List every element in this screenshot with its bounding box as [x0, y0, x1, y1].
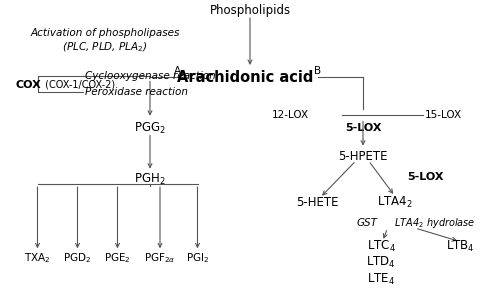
Text: LTA4$_2$: LTA4$_2$ [377, 195, 413, 210]
Text: 5-HETE: 5-HETE [296, 196, 339, 209]
Text: LTC$_4$: LTC$_4$ [366, 239, 396, 254]
Text: PGD$_2$: PGD$_2$ [64, 251, 92, 265]
Text: PGH$_2$: PGH$_2$ [134, 172, 166, 187]
Text: LTB$_4$: LTB$_4$ [446, 239, 474, 254]
Text: Peroxidase reaction: Peroxidase reaction [85, 87, 188, 98]
Text: (COX-1/COX-2): (COX-1/COX-2) [42, 79, 116, 90]
Text: GST: GST [357, 218, 378, 228]
Text: COX: COX [15, 79, 41, 90]
Text: PGE$_2$: PGE$_2$ [104, 251, 131, 265]
Text: B: B [314, 66, 321, 76]
Text: Cyclooxygenase reaction: Cyclooxygenase reaction [85, 71, 216, 81]
Text: Phospholipids: Phospholipids [210, 4, 290, 17]
Text: LTA4$_2$ hydrolase: LTA4$_2$ hydrolase [394, 216, 476, 230]
Text: A: A [174, 66, 181, 76]
Text: PGG$_2$: PGG$_2$ [134, 121, 166, 136]
Text: 5-HPETE: 5-HPETE [338, 150, 388, 163]
Text: PGI$_2$: PGI$_2$ [186, 251, 209, 265]
Text: 5-LOX: 5-LOX [345, 123, 382, 133]
Text: Activation of phospholipases
(PLC, PLD, PLA$_2$): Activation of phospholipases (PLC, PLD, … [30, 28, 180, 53]
Text: Arachidonic acid: Arachidonic acid [177, 69, 313, 85]
Text: LTE$_4$: LTE$_4$ [367, 272, 395, 287]
Text: PGF$_{2\alpha}$: PGF$_{2\alpha}$ [144, 251, 176, 265]
Text: 12-LOX: 12-LOX [272, 110, 309, 120]
Text: TXA$_2$: TXA$_2$ [24, 251, 51, 265]
Text: LTD$_4$: LTD$_4$ [366, 255, 396, 270]
Text: 5-LOX: 5-LOX [408, 172, 444, 182]
Text: 15-LOX: 15-LOX [425, 110, 462, 120]
